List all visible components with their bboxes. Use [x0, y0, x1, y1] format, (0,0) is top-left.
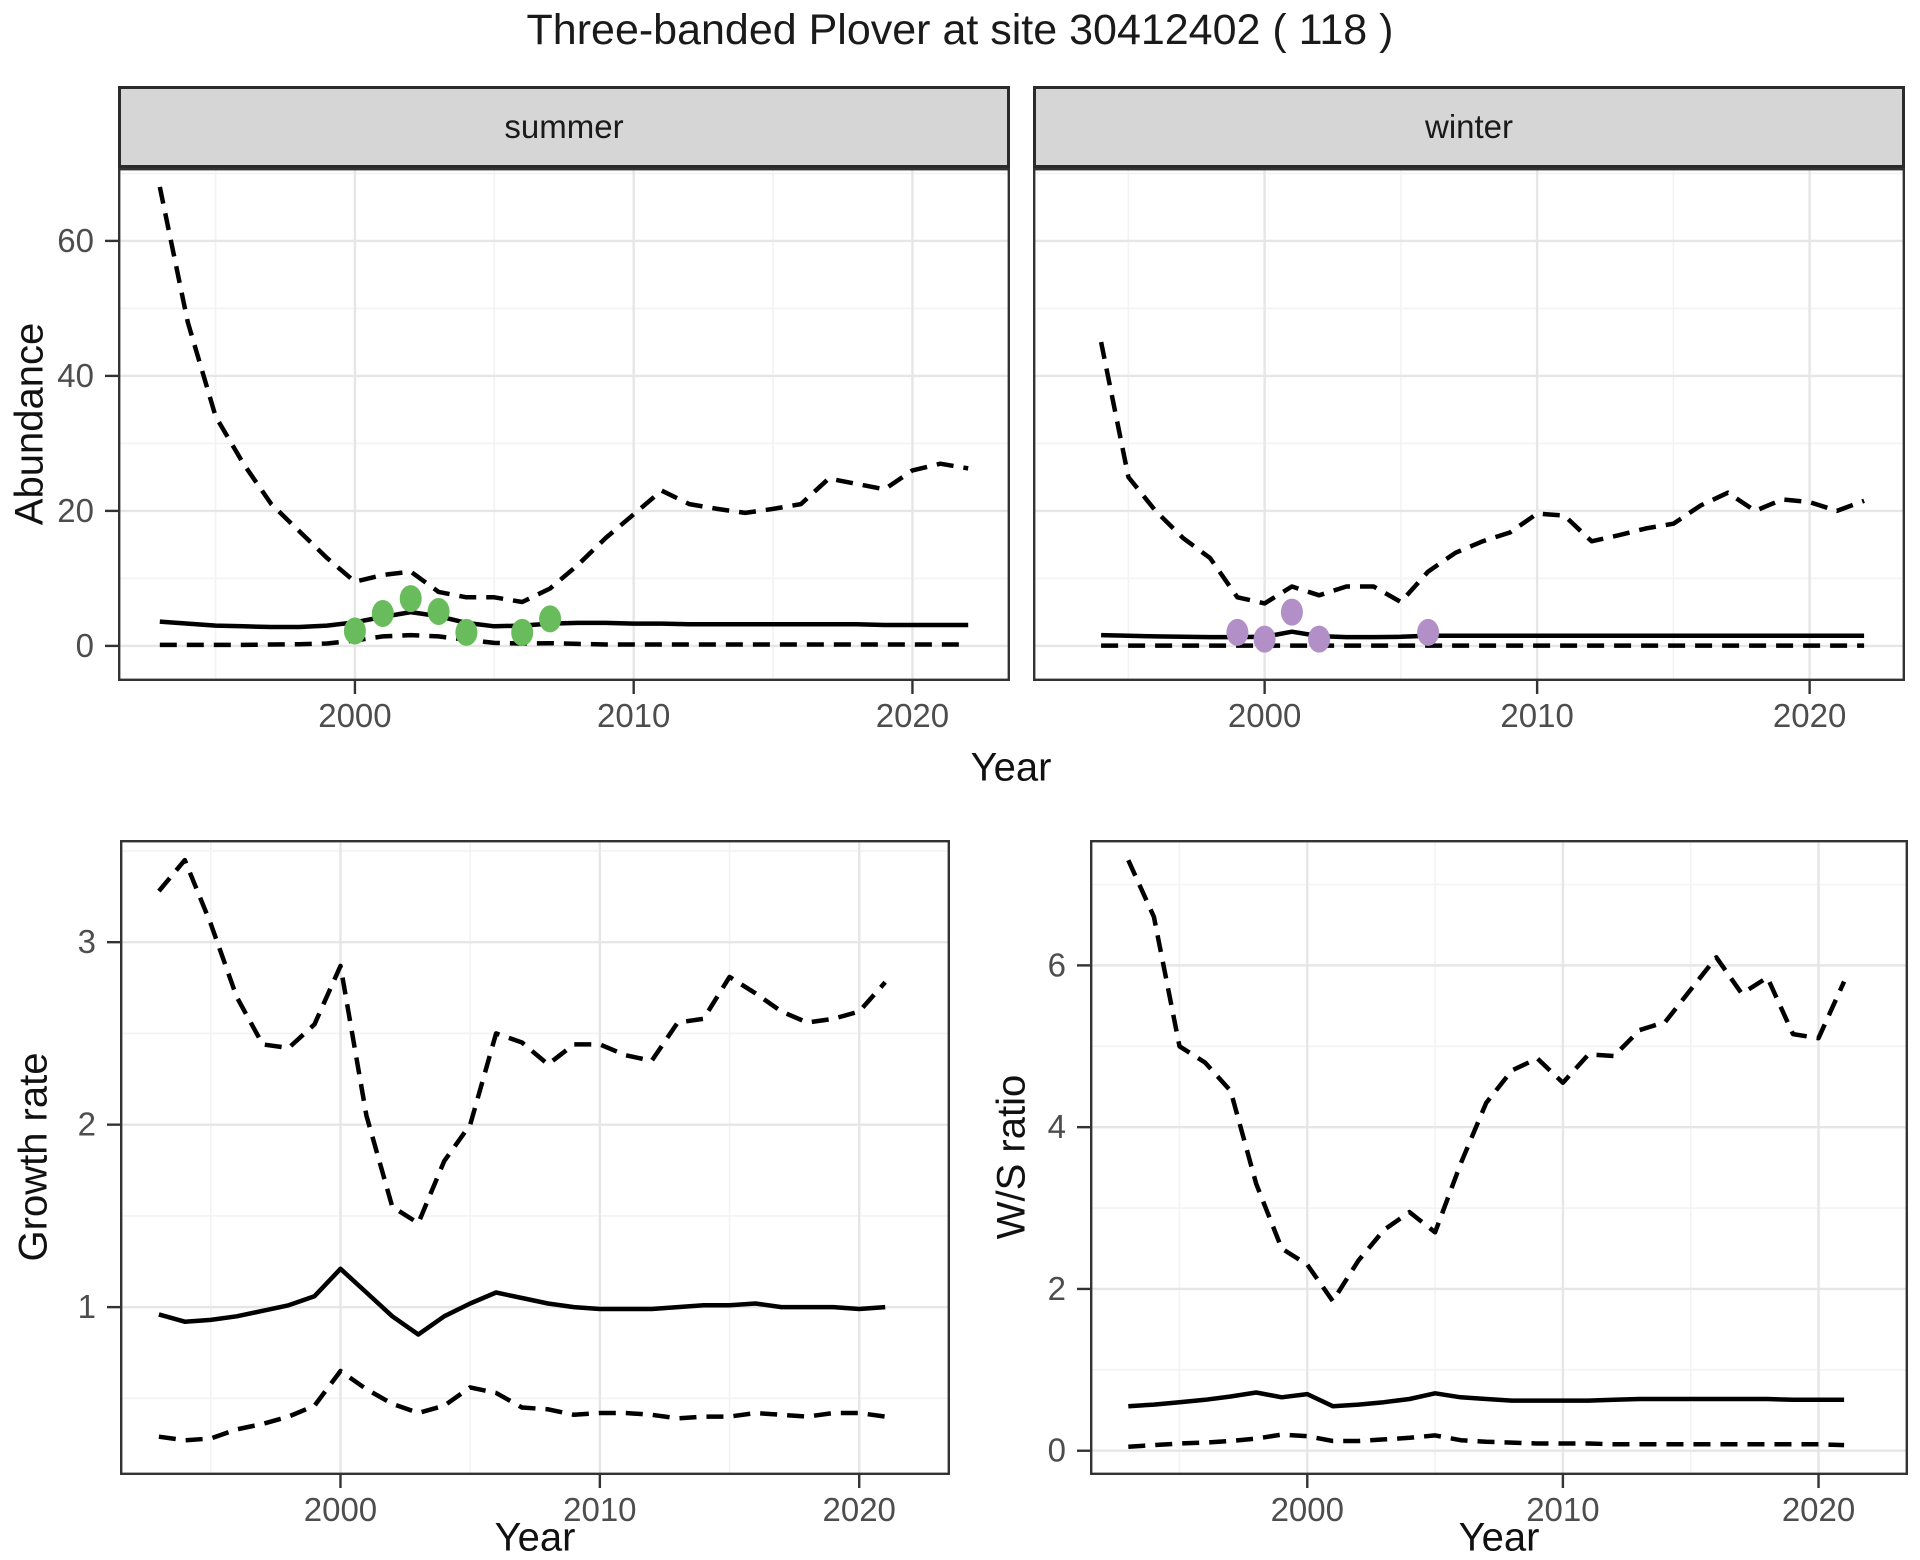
x-axis-title-ws-ratio: Year: [1458, 1515, 1540, 1560]
abundance_summer-observation-point: [455, 618, 478, 646]
abundance_winter-observation-point: [1226, 618, 1249, 646]
panel-abundance-summer: 2000 2010 2020 0 20 40 60: [57, 168, 1010, 734]
x-axis-title-top: Year: [970, 745, 1052, 790]
x-tick-label: 2000: [1228, 697, 1301, 734]
ws_ratio-lower_ci-line: [1128, 1432, 1845, 1449]
abundance_winter-observation-point: [1308, 625, 1331, 653]
growth_rate-lower_ci-line: [158, 1368, 886, 1443]
abundance_summer-observation-point: [511, 618, 534, 646]
abundance_winter-observation-point: [1253, 625, 1276, 653]
y-tick-label: 60: [57, 222, 94, 259]
abundance_summer-lower_ci-line: [159, 632, 969, 648]
facet-label-summer: summer: [504, 108, 624, 145]
x-tick-label: 2000: [318, 697, 391, 734]
abundance_winter-observation-point: [1280, 598, 1303, 626]
facet-strip-winter: winter: [1033, 86, 1905, 168]
abundance_winter-upper_ci-line: [1098, 341, 1865, 606]
plot-title: Three-banded Plover at site 30412402 ( 1…: [526, 6, 1394, 54]
panel-border: [1033, 168, 1905, 682]
panel-growth-rate: 2000 2010 2020 1 2 3: [78, 840, 950, 1528]
facet-strip-summer: summer: [118, 86, 1010, 168]
y-tick-label: 2: [1048, 1270, 1066, 1307]
x-tick-label: 2010: [1500, 697, 1573, 734]
panel-border: [120, 840, 950, 1475]
abundance_winter-canvas: 2000 2010 2020: [1033, 168, 1905, 734]
facet-label-winter: winter: [1424, 108, 1514, 145]
panel-border: [118, 168, 1010, 682]
panel-ws-ratio: 2000 2010 2020 0 2 4 6: [1048, 840, 1908, 1528]
abundance_summer-estimate-line: [159, 609, 969, 630]
y-tick-label: 40: [57, 357, 94, 394]
x-axis-title-growth-rate: Year: [494, 1515, 576, 1560]
abundance_summer-observation-point: [343, 617, 366, 645]
x-tick-label: 2010: [597, 697, 670, 734]
abundance_summer-observation-point: [399, 585, 422, 613]
abundance_summer-observation-point: [371, 600, 394, 627]
y-tick-label: 3: [78, 923, 96, 960]
y-tick-label: 4: [1048, 1108, 1066, 1145]
y-tick-label: 1: [78, 1288, 96, 1325]
x-tick-label: 2020: [876, 697, 949, 734]
panel-border: [1090, 840, 1908, 1475]
panel-abundance-winter: 2000 2010 2020: [1033, 168, 1905, 734]
y-tick-label: 0: [76, 627, 94, 664]
x-tick-label: 2020: [1773, 697, 1846, 734]
growth_rate-upper_ci-line: [157, 857, 887, 1226]
y-tick-label: 20: [57, 492, 94, 529]
x-tick-label: 2000: [1271, 1491, 1344, 1528]
abundance_summer-canvas: 2000 2010 2020 0 20 40 60: [57, 168, 1010, 734]
y-axis-title-abundance: Abundance: [7, 322, 52, 526]
abundance_summer-observation-point: [427, 598, 450, 625]
abundance_winter-observation-point: [1417, 618, 1440, 646]
x-tick-label: 2010: [563, 1491, 636, 1528]
ws_ratio-canvas: 2000 2010 2020 0 2 4 6: [1048, 840, 1908, 1528]
y-tick-label: 6: [1048, 946, 1066, 983]
y-axis-title-growth-rate: Growth rate: [11, 1052, 56, 1262]
ws_ratio-estimate-line: [1128, 1390, 1845, 1409]
x-tick-label: 2020: [823, 1491, 896, 1528]
x-tick-label: 2000: [304, 1491, 377, 1528]
growth_rate-estimate-line: [158, 1266, 886, 1337]
growth_rate-canvas: 2000 2010 2020 1 2 3: [78, 840, 950, 1528]
abundance_winter-estimate-line: [1101, 629, 1865, 640]
abundance_summer-observation-point: [539, 605, 562, 633]
x-tick-label: 2020: [1782, 1491, 1855, 1528]
y-tick-label: 2: [78, 1106, 96, 1143]
ws_ratio-upper_ci-line: [1126, 859, 1847, 1304]
x-tick-label: 2010: [1526, 1491, 1599, 1528]
abundance_summer-upper_ci-line: [157, 186, 969, 605]
y-axis-title-ws-ratio: W/S ratio: [989, 1074, 1034, 1240]
y-tick-label: 0: [1048, 1432, 1066, 1469]
